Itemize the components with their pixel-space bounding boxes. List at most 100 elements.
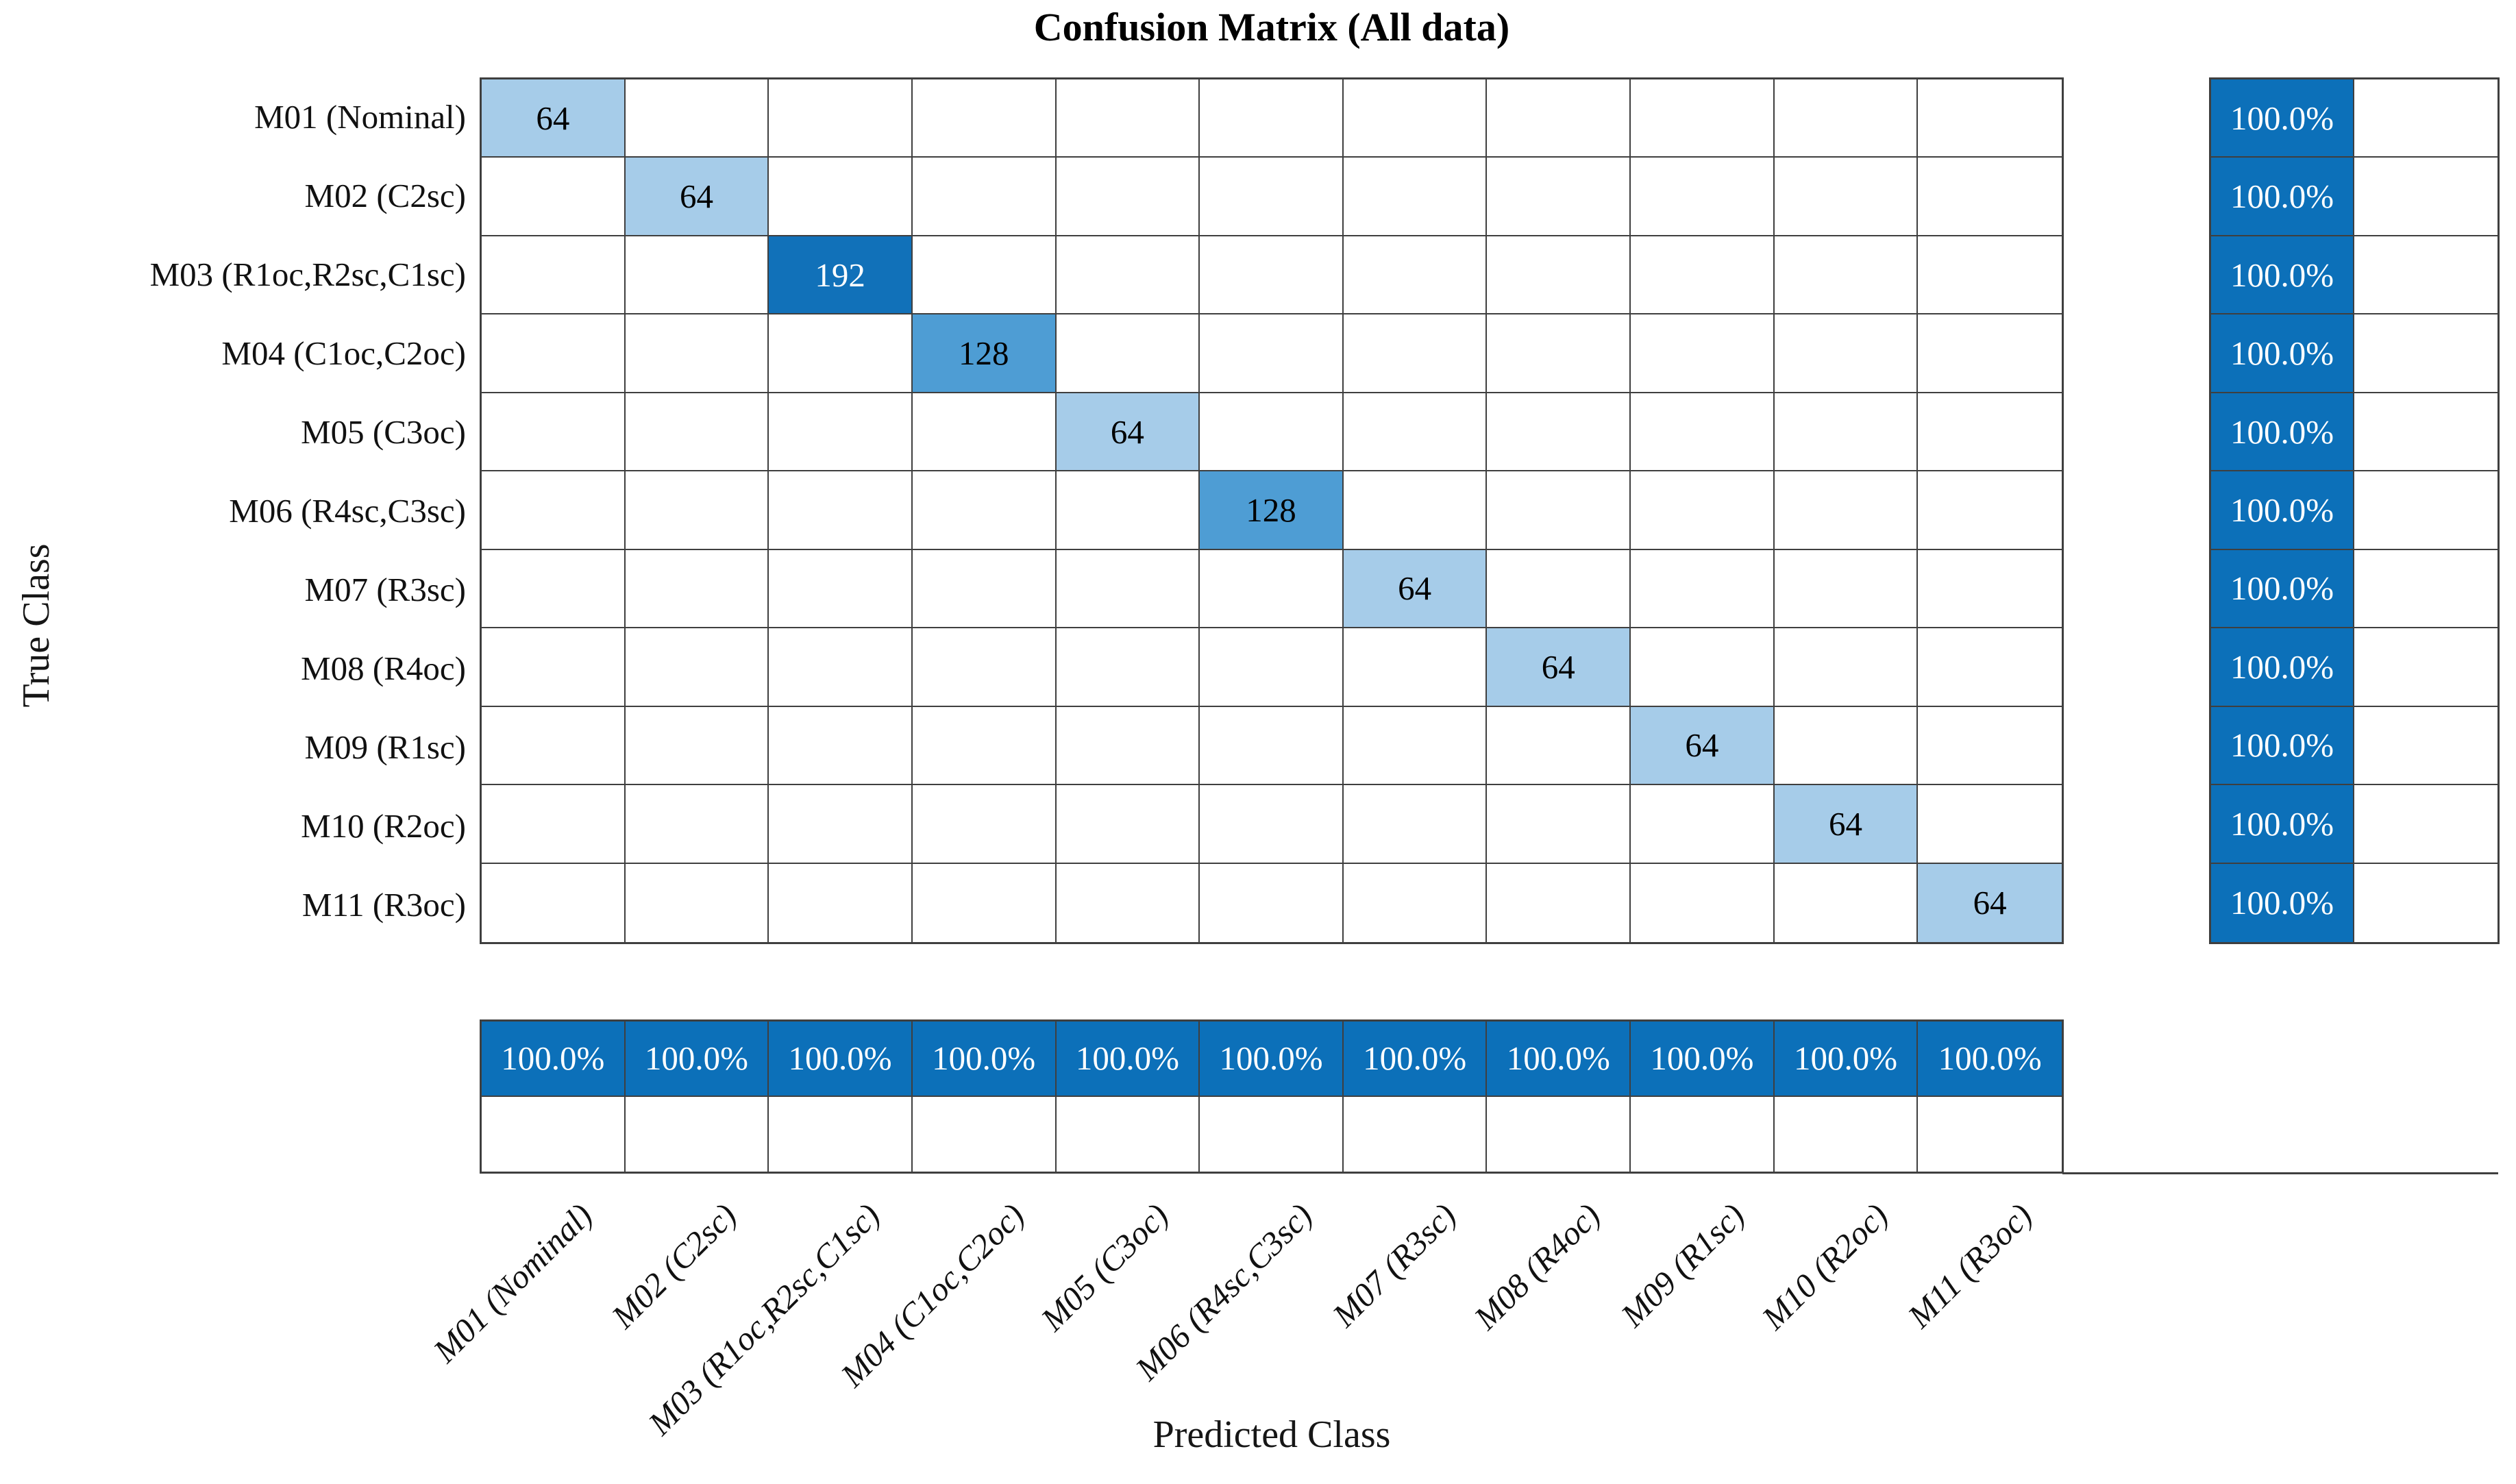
- matrix-cell: [1918, 314, 2062, 393]
- matrix-cell: [1631, 236, 1775, 315]
- matrix-cell: [1487, 314, 1631, 393]
- matrix-cell: [1200, 863, 1344, 942]
- diagonal-cell: 64: [625, 158, 769, 236]
- matrix-cell: [912, 79, 1057, 158]
- column-summary-empty-cell: [1631, 1096, 1775, 1172]
- matrix-cell: [482, 236, 626, 315]
- diagonal-cell: 64: [1631, 706, 1775, 786]
- column-percent-cell: 100.0%: [482, 1022, 626, 1097]
- matrix-cell: [769, 471, 913, 550]
- matrix-cell: [1200, 628, 1344, 707]
- matrix-cell: [1774, 393, 1919, 472]
- column-percent-cell: 100.0%: [1774, 1022, 1919, 1097]
- matrix-cell: [1487, 158, 1631, 236]
- y-tick-label: M09 (R1sc): [304, 728, 466, 766]
- matrix-cell: [1056, 628, 1200, 707]
- matrix-cell: [625, 706, 769, 786]
- matrix-cell: [482, 314, 626, 393]
- matrix-cell: [482, 628, 626, 707]
- x-tick-label: M02 (C2sc): [604, 1196, 743, 1336]
- matrix-cell: [1056, 471, 1200, 550]
- matrix-cell: [913, 863, 1057, 942]
- matrix-cell: [625, 79, 769, 158]
- matrix-cell: [1056, 236, 1200, 315]
- column-percent-cell: 100.0%: [1918, 1022, 2062, 1097]
- x-axis-label: Predicted Class: [1152, 1413, 1391, 1456]
- row-summary-empty-cell: [2354, 628, 2498, 707]
- diagonal-cell: 64: [1487, 628, 1631, 707]
- matrix-cell: [1487, 785, 1631, 864]
- matrix-cell: [626, 863, 769, 942]
- y-tick-label: M02 (C2sc): [304, 177, 466, 214]
- matrix-cell: [1200, 79, 1344, 158]
- matrix-cell: [769, 393, 913, 472]
- diagonal-cell: 64: [1918, 863, 2062, 942]
- matrix-cell: [1056, 314, 1200, 393]
- y-tick-label: M05 (C3oc): [301, 413, 466, 451]
- x-tick-label: M03 (R1oc,R2sc,C1sc): [641, 1196, 888, 1443]
- row-summary-empty-cell: [2354, 550, 2498, 629]
- column-summary-empty-cell: [1344, 1096, 1488, 1172]
- matrix-cell: [625, 314, 769, 393]
- matrix-cell: [1343, 158, 1488, 236]
- column-summary-empty-cell: [1918, 1097, 2062, 1172]
- row-percent-cell: 100.0%: [2211, 706, 2354, 786]
- matrix-cell: [1487, 393, 1631, 472]
- row-summary-empty-cell: [2354, 864, 2498, 942]
- row-summary-block: 100.0% 100.0% 100.0% 100.0% 100.0% 100.0% 100.…: [2209, 77, 2500, 944]
- matrix-cell: [1918, 628, 2062, 707]
- y-tick-label: M07 (R3sc): [304, 571, 466, 608]
- matrix-cell: [1343, 706, 1488, 786]
- row-percent-cell: 100.0%: [2211, 471, 2354, 550]
- diagonal-cell: 64: [1343, 549, 1488, 629]
- x-tick-label: M07 (R3sc): [1325, 1196, 1464, 1335]
- matrix-cell: [1343, 314, 1488, 393]
- row-percent-cell: 100.0%: [2211, 785, 2354, 864]
- matrix-cell: [1056, 79, 1200, 158]
- column-summary-empty-cell: [913, 1096, 1057, 1172]
- diagonal-cell: 128: [912, 314, 1057, 393]
- matrix-cell: [482, 549, 626, 629]
- matrix-cell: [1631, 863, 1775, 942]
- matrix-cell: [1774, 236, 1919, 315]
- matrix-cell: [912, 785, 1057, 864]
- diagonal-cell: 192: [769, 236, 913, 315]
- matrix-cell: [1774, 628, 1919, 707]
- matrix-cell: [1343, 236, 1488, 315]
- matrix-cell: [625, 785, 769, 864]
- matrix-cell: [1487, 706, 1631, 786]
- matrix-cell: [1200, 706, 1344, 786]
- matrix-cell: [482, 863, 626, 942]
- matrix-cell: [769, 706, 913, 786]
- matrix-cell: [1487, 236, 1631, 315]
- diagonal-cell: 64: [482, 79, 626, 158]
- x-tick-label: M09 (R1sc): [1613, 1196, 1752, 1335]
- matrix-cell: [1774, 314, 1919, 393]
- y-tick-label: M08 (R4oc): [301, 650, 466, 687]
- matrix-cell: [1343, 785, 1488, 864]
- matrix-cell: [1631, 471, 1775, 550]
- matrix-cell: [1056, 158, 1200, 236]
- matrix-cell: [625, 393, 769, 472]
- matrix-cell: [1343, 471, 1488, 550]
- column-summary-empty-cell: [1487, 1096, 1631, 1172]
- matrix-cell: [1631, 549, 1775, 629]
- row-summary-empty-cell: [2354, 79, 2498, 158]
- matrix-cell: [1487, 549, 1631, 629]
- matrix-cell: [1631, 158, 1775, 236]
- matrix-cell: [625, 628, 769, 707]
- matrix-cell: [1057, 863, 1200, 942]
- row-percent-cell: 100.0%: [2211, 236, 2354, 315]
- x-tick-label: M11 (R3oc): [1900, 1196, 2040, 1335]
- matrix-cell: [1774, 471, 1919, 550]
- column-percent-cell: 100.0%: [1631, 1022, 1775, 1097]
- y-tick-label: M06 (R4sc,C3sc): [229, 492, 466, 530]
- column-summary-empty-cell: [769, 1096, 913, 1172]
- matrix-cell: [1487, 79, 1631, 158]
- matrix-cell: [1775, 863, 1919, 942]
- matrix-cell: [1918, 471, 2062, 550]
- matrix-cell: [912, 158, 1057, 236]
- column-percent-cell: 100.0%: [1056, 1022, 1200, 1097]
- matrix-cell: [1774, 549, 1919, 629]
- matrix-cell: [1631, 393, 1775, 472]
